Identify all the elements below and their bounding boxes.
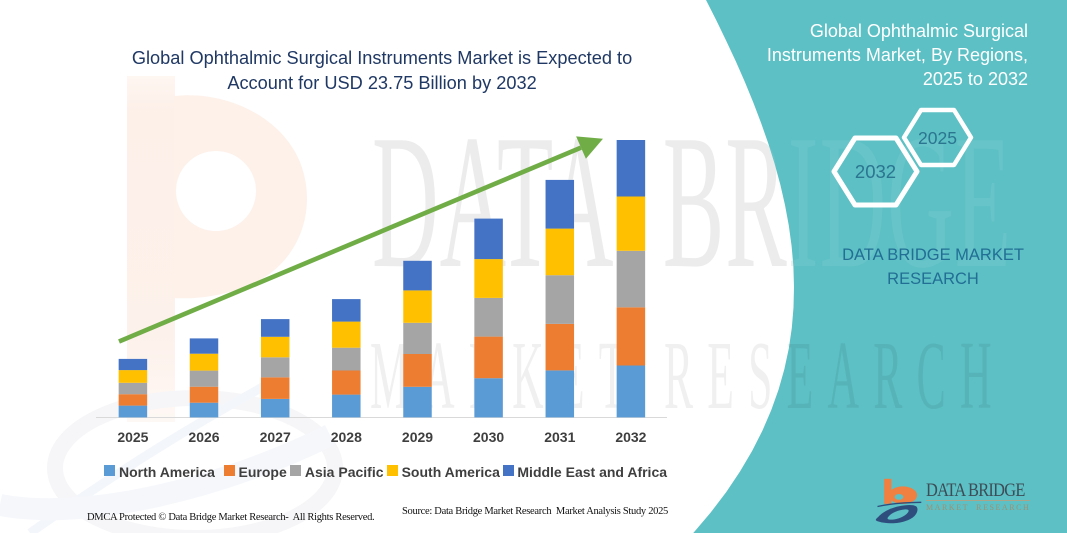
svg-text:2025: 2025	[918, 128, 957, 148]
svg-text:2032: 2032	[855, 161, 896, 182]
